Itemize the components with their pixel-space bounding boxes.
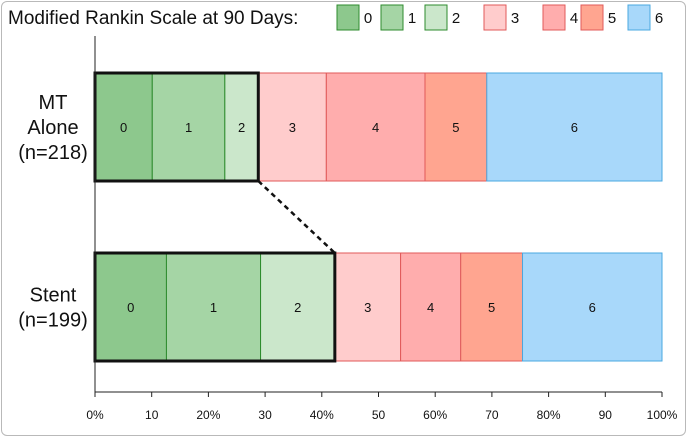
x-axis: 0% 10 20% 30 40% 50 60% 70 80% 90 100% — [86, 36, 678, 422]
segment-label-row1-mrs5: 5 — [488, 300, 495, 315]
segment-label-row0-mrs3: 3 — [289, 120, 296, 135]
legend-label-4: 4 — [570, 10, 578, 27]
legend-swatch-0 — [336, 4, 360, 31]
segment-label-row1-mrs6: 6 — [589, 300, 596, 315]
bar-segment-row0-mrs4 — [325, 72, 426, 182]
legend-swatch-4 — [542, 4, 566, 31]
bar-segment-row0-mrs3 — [257, 72, 327, 182]
x-tick-label-50: 50 — [372, 408, 386, 422]
row-label-1-line-0: Stent — [30, 285, 77, 307]
legend-label-3: 3 — [511, 10, 519, 27]
row-labels: MT Alone (n=218) Stent (n=199) — [18, 92, 88, 332]
bar-segment-row0-mrs5 — [424, 72, 488, 182]
segment-label-row1-mrs0: 0 — [127, 300, 134, 315]
segment-label-row0-mrs5: 5 — [452, 120, 459, 135]
x-tick-label-100: 100% — [647, 408, 678, 422]
segment-label-row0-mrs2: 2 — [238, 120, 245, 135]
segment-label-row0-mrs4: 4 — [372, 120, 379, 135]
row-label-1-line-1: (n=199) — [18, 310, 88, 332]
legend-title: Modified Rankin Scale at 90 Days: — [8, 8, 298, 29]
bars: 0 1 2 3 4 5 6 0 1 2 3 4 5 6 — [94, 72, 663, 362]
bar-segment-row1-mrs1 — [165, 252, 262, 362]
x-tick-label-20: 20% — [196, 408, 220, 422]
segment-label-row0-mrs6: 6 — [571, 120, 578, 135]
legend-swatch-3 — [483, 4, 507, 31]
legend-label-1: 1 — [408, 10, 416, 27]
bar-segment-row1-mrs6 — [522, 252, 663, 362]
row-label-0-line-0: MT — [39, 92, 68, 114]
segment-label-row0-mrs0: 0 — [120, 120, 127, 135]
x-tick-label-80: 80% — [537, 408, 561, 422]
legend-label-2: 2 — [452, 10, 460, 27]
x-tick-label-10: 10 — [145, 408, 159, 422]
bar-segment-row1-mrs3 — [334, 252, 402, 362]
bar-segment-row0-mrs6 — [486, 72, 663, 182]
legend: Modified Rankin Scale at 90 Days: 0 1 2 3 4 5… — [8, 4, 663, 31]
legend-swatch-5 — [580, 4, 604, 31]
segment-label-row1-mrs4: 4 — [427, 300, 434, 315]
legend-label-5: 5 — [608, 10, 616, 27]
legend-label-0: 0 — [364, 10, 372, 27]
x-tick-label-0: 0% — [86, 408, 104, 422]
x-tick-label-30: 30 — [258, 408, 272, 422]
highlight-connector — [257, 180, 336, 254]
bar-segment-row1-mrs5 — [460, 252, 524, 362]
legend-swatch-1 — [380, 4, 404, 31]
segment-label-row0-mrs1: 1 — [185, 120, 192, 135]
legend-swatch-2 — [424, 4, 448, 31]
x-tick-label-90: 90 — [599, 408, 613, 422]
row-label-0-line-1: Alone — [27, 117, 78, 139]
bar-segment-row0-mrs0 — [94, 72, 153, 182]
legend-swatch-6 — [627, 4, 651, 31]
x-tick-label-40: 40% — [310, 408, 334, 422]
x-tick-label-60: 60% — [423, 408, 447, 422]
bar-segment-row1-mrs4 — [400, 252, 462, 362]
segment-label-row1-mrs2: 2 — [294, 300, 301, 315]
segment-label-row1-mrs1: 1 — [210, 300, 217, 315]
x-tick-label-70: 70 — [485, 408, 499, 422]
row-label-0-line-2: (n=218) — [18, 142, 88, 164]
segment-label-row1-mrs3: 3 — [364, 300, 371, 315]
legend-label-6: 6 — [655, 10, 663, 27]
